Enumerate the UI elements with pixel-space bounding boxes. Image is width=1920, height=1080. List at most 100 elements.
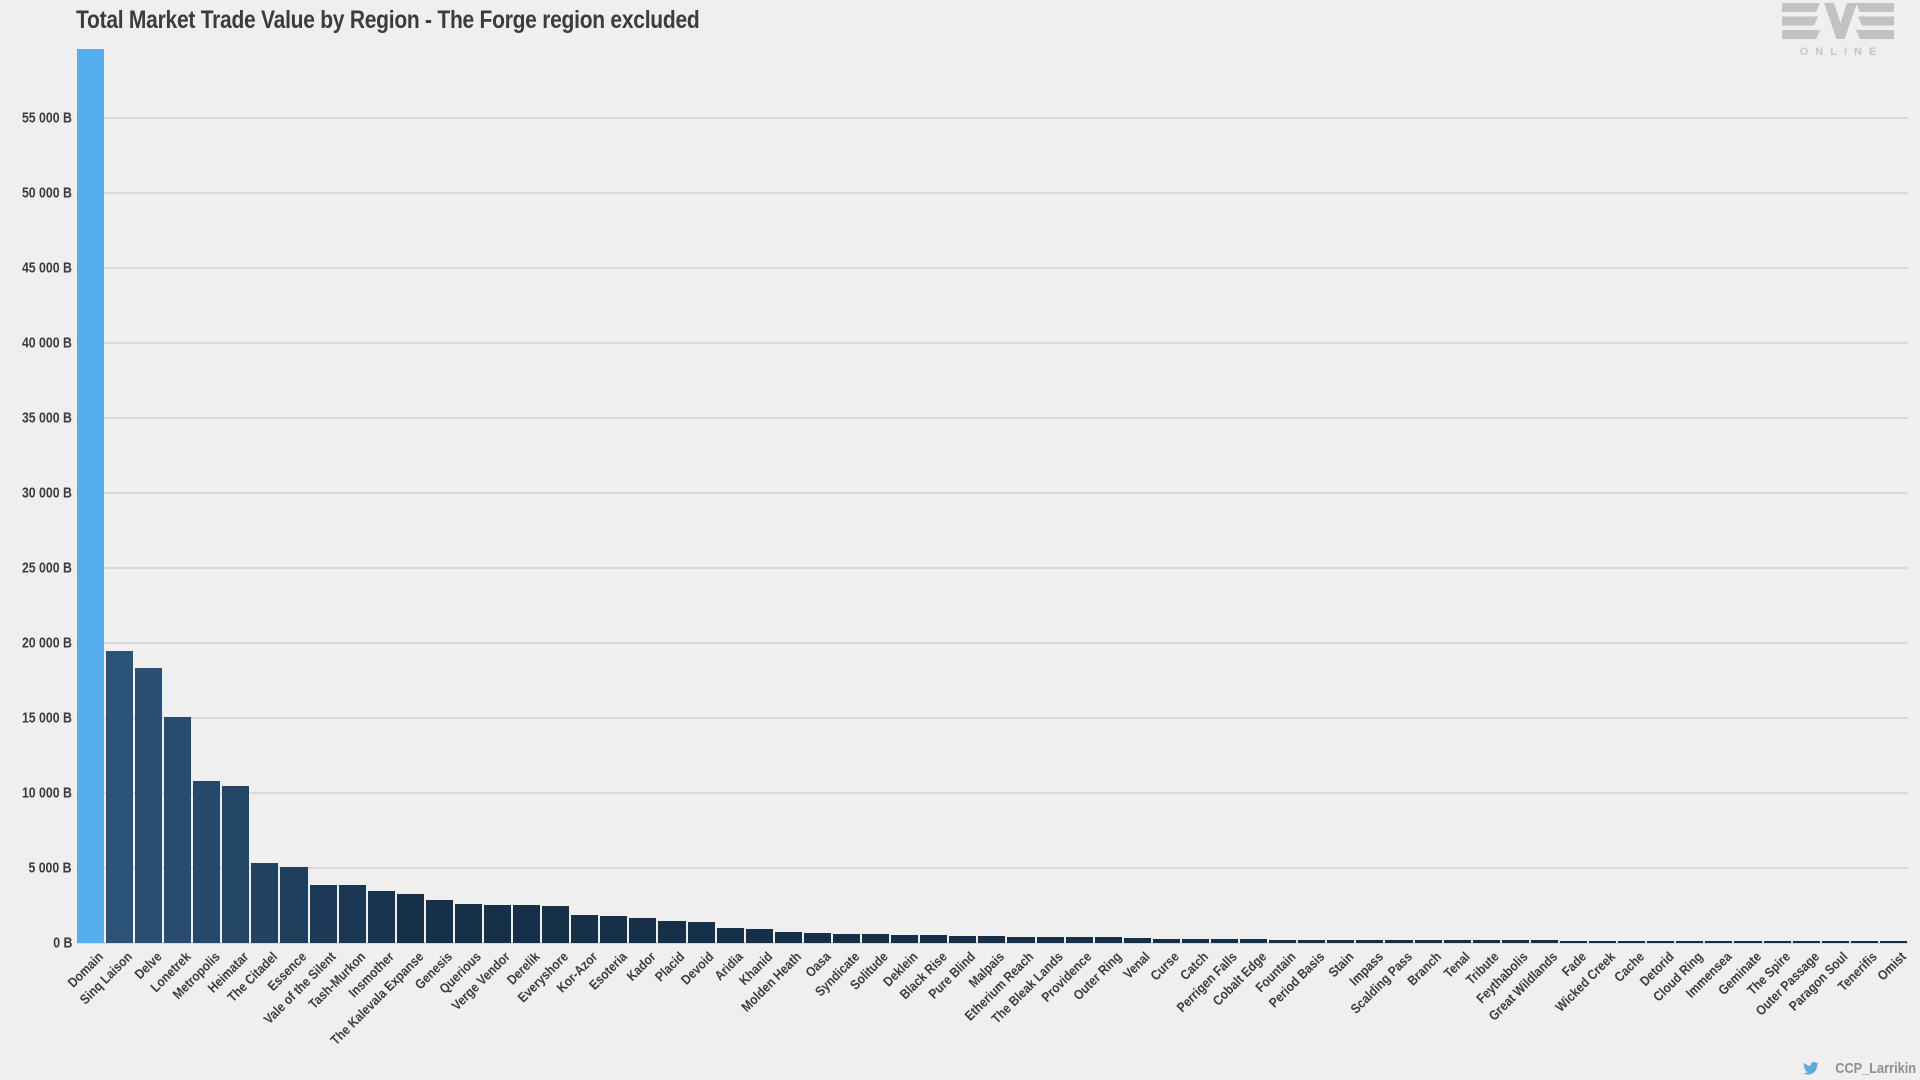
twitter-bird-icon bbox=[1803, 1061, 1819, 1075]
gridline bbox=[76, 942, 1908, 944]
bar-cache bbox=[1618, 940, 1646, 943]
gridline bbox=[76, 192, 1908, 194]
bar-essence bbox=[280, 866, 308, 943]
bar-delve bbox=[135, 667, 163, 943]
bar-sinq-laison bbox=[105, 650, 134, 943]
bar-cloud-ring bbox=[1676, 940, 1704, 943]
gridline bbox=[76, 492, 1908, 494]
bar-the-kalevala-expanse bbox=[396, 894, 424, 943]
bar-solitude bbox=[862, 933, 890, 943]
gridline bbox=[76, 117, 1908, 119]
bar-feythabolis bbox=[1501, 940, 1529, 943]
bar-devoid bbox=[687, 922, 715, 943]
x-axis-tick-label: Curse bbox=[1147, 949, 1183, 984]
bar-great-wildlands bbox=[1530, 940, 1558, 943]
bar-impass bbox=[1356, 940, 1384, 943]
bar-lonetrek bbox=[164, 717, 192, 943]
bar-period-basis bbox=[1298, 939, 1326, 943]
bar-fade bbox=[1559, 940, 1588, 943]
y-axis-tick-label: 55 000 B bbox=[22, 109, 72, 127]
bar-insmother bbox=[367, 891, 395, 943]
bar-perrigen-falls bbox=[1210, 938, 1239, 943]
y-axis-tick-label: 25 000 B bbox=[22, 559, 72, 577]
bar-vale-of-the-silent bbox=[309, 884, 337, 943]
bar-tash-murkon bbox=[338, 884, 366, 943]
bar-catch bbox=[1181, 938, 1209, 943]
eve-logo-icon bbox=[1782, 3, 1894, 39]
bar-curse bbox=[1152, 938, 1180, 943]
bar-etherium-reach bbox=[1007, 936, 1035, 943]
y-axis-tick-label: 40 000 B bbox=[22, 334, 72, 352]
bar-providence bbox=[1065, 936, 1093, 943]
bar-fountain bbox=[1269, 939, 1297, 943]
bar-outer-ring bbox=[1094, 937, 1122, 943]
bar-tenal bbox=[1443, 940, 1471, 943]
x-axis-tick-label: Omist bbox=[1874, 949, 1910, 984]
bar-tenerifis bbox=[1850, 941, 1878, 943]
y-axis-tick-label: 20 000 B bbox=[22, 634, 72, 652]
bar-domain bbox=[76, 49, 104, 943]
bar-immensea bbox=[1705, 940, 1733, 943]
y-axis-tick-label: 30 000 B bbox=[22, 484, 72, 502]
bar-everyshore bbox=[542, 906, 570, 943]
bar-tribute bbox=[1472, 940, 1500, 943]
bar-geminate bbox=[1734, 941, 1762, 943]
gridline bbox=[76, 642, 1908, 644]
bar-deklein bbox=[891, 934, 919, 943]
twitter-handle: CCP_Larrikin bbox=[1835, 1060, 1916, 1077]
bar-black-rise bbox=[920, 934, 948, 943]
bar-the-bleak-lands bbox=[1036, 936, 1064, 943]
y-axis-tick-label: 5 000 B bbox=[28, 859, 72, 877]
bar-malpais bbox=[978, 936, 1006, 943]
y-axis-tick-label: 45 000 B bbox=[22, 259, 72, 277]
bar-syndicate bbox=[832, 933, 861, 943]
bar-derelik bbox=[513, 905, 541, 943]
bar-placid bbox=[658, 921, 686, 943]
y-axis-tick-label: 10 000 B bbox=[22, 784, 72, 802]
bar-verge-vendor bbox=[484, 904, 512, 943]
bar-querious bbox=[454, 903, 482, 943]
gridline bbox=[76, 342, 1908, 344]
bar-scalding-pass bbox=[1385, 940, 1413, 943]
bar-aridia bbox=[716, 927, 744, 943]
y-axis-tick-label: 15 000 B bbox=[22, 709, 72, 727]
gridline bbox=[76, 417, 1908, 419]
y-axis-tick-label: 35 000 B bbox=[22, 409, 72, 427]
bar-kador bbox=[629, 917, 657, 943]
y-axis-tick-label: 50 000 B bbox=[22, 184, 72, 202]
bar-cobalt-edge bbox=[1240, 939, 1268, 943]
bar-wicked-creek bbox=[1589, 940, 1617, 943]
gridline bbox=[76, 792, 1908, 794]
bar-detorid bbox=[1647, 940, 1675, 943]
bar-oasa bbox=[803, 932, 831, 943]
bar-branch bbox=[1414, 940, 1442, 943]
bar-genesis bbox=[425, 900, 453, 943]
bar-venal bbox=[1123, 937, 1151, 943]
bar-metropolis bbox=[193, 781, 221, 943]
eve-logo-online-text: ONLINE bbox=[1799, 46, 1884, 58]
gridline bbox=[76, 267, 1908, 269]
attribution: CCP_Larrikin bbox=[1802, 1060, 1916, 1077]
x-axis-tick-label: Devoid bbox=[678, 949, 717, 988]
bar-stain bbox=[1327, 940, 1355, 943]
bar-kor-azor bbox=[571, 914, 599, 943]
bar-the-spire bbox=[1763, 941, 1791, 943]
bar-molden-heath bbox=[774, 932, 802, 943]
bar-pure-blind bbox=[949, 935, 977, 943]
bar-khanid bbox=[745, 929, 773, 943]
y-axis-tick-label: 0 B bbox=[52, 934, 72, 952]
gridline bbox=[76, 567, 1908, 569]
x-axis-tick-label: Kador bbox=[623, 949, 659, 984]
page-title: Total Market Trade Value by Region - The… bbox=[76, 6, 700, 34]
bar-the-citadel bbox=[251, 862, 279, 943]
bar-esoteria bbox=[600, 915, 628, 943]
bar-outer-passage bbox=[1792, 941, 1820, 943]
eve-online-logo: ONLINE bbox=[1782, 3, 1894, 58]
bar-paragon-soul bbox=[1821, 941, 1849, 943]
gridline bbox=[76, 717, 1908, 719]
x-axis-tick-label: Venal bbox=[1120, 949, 1154, 982]
bar-omist bbox=[1879, 941, 1907, 943]
bar-heimatar bbox=[222, 785, 250, 943]
